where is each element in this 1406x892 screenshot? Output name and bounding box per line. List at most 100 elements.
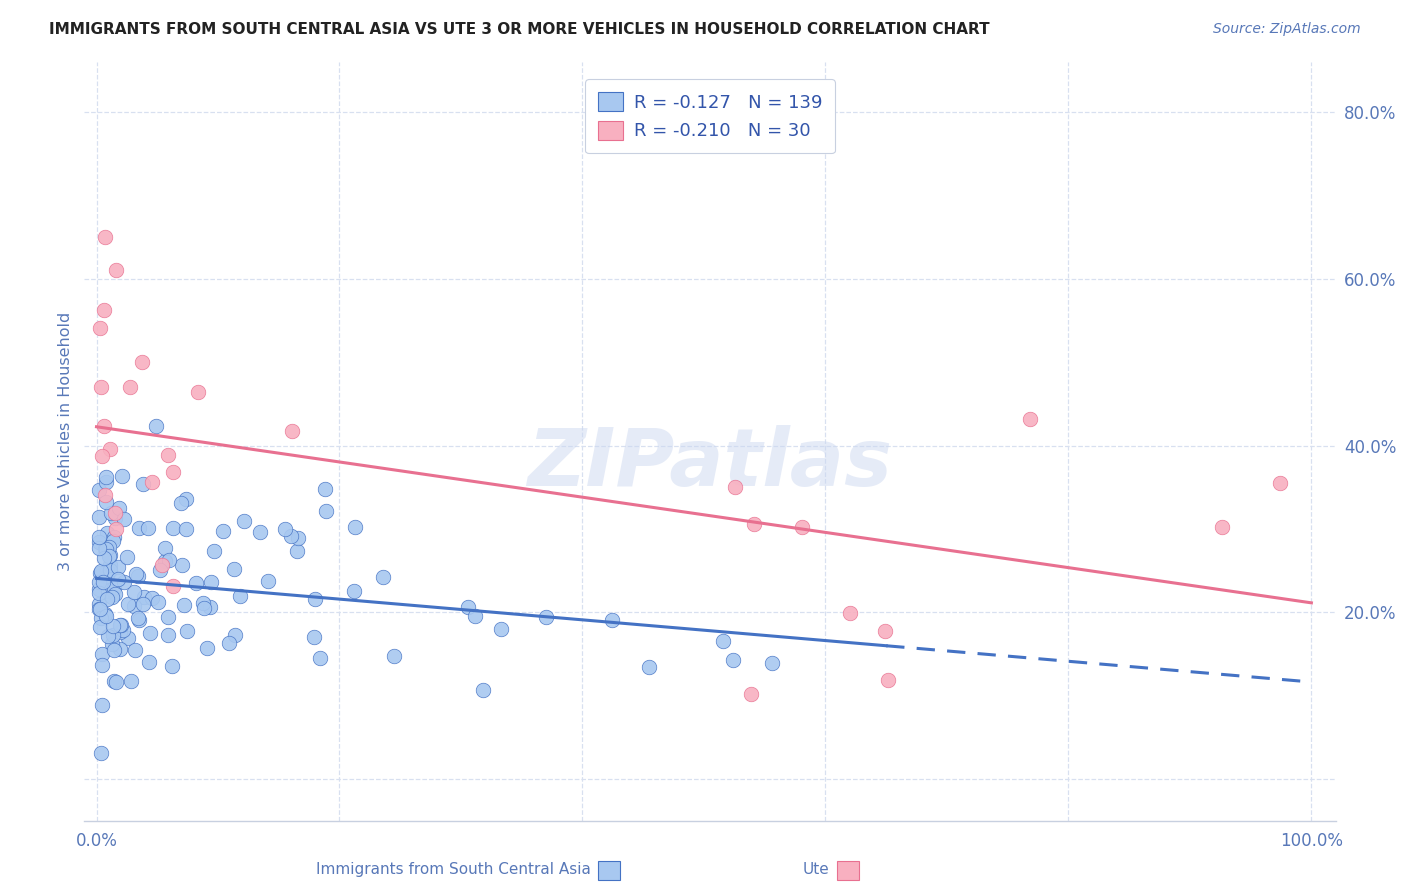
Point [98, 558, 121, 573]
Point [104, 506, 127, 520]
Point [128, 521, 150, 535]
Point [257, 574, 280, 589]
Point [89, 602, 111, 616]
Point [89, 566, 111, 580]
Point [249, 524, 271, 539]
Point [87, 597, 110, 611]
Point [721, 652, 744, 666]
Point [191, 596, 214, 610]
Point [90, 567, 112, 582]
Text: ZIPatlas: ZIPatlas [527, 425, 893, 503]
Point [146, 594, 169, 608]
Point [122, 599, 145, 613]
Point [104, 522, 127, 536]
Point [97, 584, 120, 599]
Point [174, 492, 197, 507]
Point [94, 230, 117, 244]
Point [304, 592, 326, 607]
Point [100, 548, 122, 562]
Point [141, 475, 163, 489]
Point [111, 468, 134, 483]
Point [112, 512, 135, 526]
Point [96, 569, 118, 583]
Point [90, 379, 112, 393]
Point [94, 607, 117, 621]
Point [124, 643, 146, 657]
Point [173, 598, 195, 612]
Point [536, 610, 558, 624]
Point [107, 560, 129, 574]
Point [91, 647, 114, 661]
Point [170, 558, 193, 572]
Point [162, 579, 184, 593]
Point [711, 634, 734, 648]
Point [87, 586, 110, 600]
Point [202, 544, 225, 558]
Point [103, 628, 125, 642]
Point [93, 550, 115, 565]
Point [464, 608, 486, 623]
Point [873, 624, 896, 638]
Point [122, 584, 145, 599]
Point [90, 657, 112, 672]
Point [1018, 412, 1040, 426]
Point [101, 619, 124, 633]
Point [315, 504, 337, 518]
Point [87, 541, 110, 555]
Point [110, 618, 132, 632]
Point [117, 549, 139, 564]
Point [98, 442, 121, 456]
Point [90, 746, 112, 760]
Point [233, 514, 256, 528]
Point [1211, 520, 1233, 534]
Point [304, 630, 326, 644]
Point [156, 448, 179, 462]
Point [145, 419, 167, 434]
Point [94, 542, 117, 557]
Point [103, 673, 125, 688]
Text: Ute: Ute [803, 863, 830, 877]
Point [110, 625, 132, 640]
Point [87, 530, 110, 544]
Point [138, 626, 160, 640]
Point [229, 589, 252, 603]
Point [314, 482, 336, 496]
Point [89, 321, 111, 335]
Point [1270, 476, 1292, 491]
Point [343, 519, 366, 533]
Point [90, 564, 112, 578]
Point [132, 477, 155, 491]
Point [160, 658, 183, 673]
Point [285, 544, 308, 558]
Point [127, 568, 149, 582]
Point [94, 488, 117, 502]
Point [100, 506, 122, 520]
Legend: R = -0.127   N = 139, R = -0.210   N = 30: R = -0.127 N = 139, R = -0.210 N = 30 [585, 79, 835, 153]
Point [87, 602, 110, 616]
Point [186, 575, 208, 590]
Point [96, 475, 118, 489]
Text: Immigrants from South Central Asia: Immigrants from South Central Asia [315, 863, 591, 877]
Point [457, 599, 479, 614]
Point [98, 563, 121, 577]
Point [371, 570, 394, 584]
Point [97, 549, 120, 564]
Point [136, 521, 159, 535]
Point [156, 610, 179, 624]
Point [198, 599, 221, 614]
Point [127, 611, 149, 625]
Point [195, 641, 218, 656]
Point [131, 354, 153, 368]
Point [224, 628, 246, 642]
Point [157, 553, 180, 567]
Point [112, 574, 135, 589]
Point [153, 541, 176, 555]
Point [96, 592, 118, 607]
Point [280, 528, 302, 542]
Point [125, 566, 148, 581]
Point [103, 643, 125, 657]
Point [104, 587, 127, 601]
Point [117, 597, 139, 611]
Point [176, 624, 198, 638]
Point [97, 629, 120, 643]
